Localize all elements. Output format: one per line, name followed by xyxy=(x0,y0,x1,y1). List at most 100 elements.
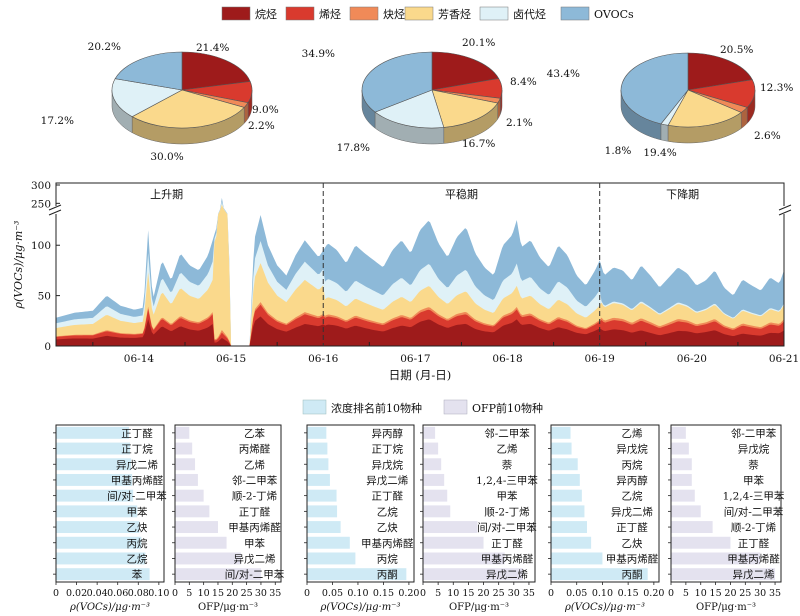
bar-category-label: 丙烷 xyxy=(622,458,643,471)
bar xyxy=(423,458,442,471)
pie-stable: 20.1% 8.4% 2.1% 16.7% 17.8% 34.9% xyxy=(302,37,537,154)
x-tick-label: 0.05 xyxy=(566,588,587,599)
bar-category-label: 苯 xyxy=(132,568,143,581)
bar-category-label: 邻-二甲苯 xyxy=(232,474,278,487)
bar-category-label: 丙酮 xyxy=(622,569,643,581)
x-tick-label: 0 xyxy=(548,588,554,599)
bar xyxy=(56,426,130,439)
bar-category-label: 正丁醛 xyxy=(372,490,404,503)
bar xyxy=(175,426,190,439)
bar xyxy=(551,458,578,471)
pie-charts: 21.4% 9.0% 2.2% 30.0% 17.2% 20.2% 20.1% 8.4% 2.1… xyxy=(41,37,794,163)
pie-slice xyxy=(431,89,499,128)
pie-value-label: 20.5% xyxy=(720,44,753,56)
pie-value-label: 21.4% xyxy=(196,42,229,54)
bar xyxy=(56,458,132,471)
x-tick-label: 06-21 xyxy=(769,353,799,365)
bar-category-label: 1,2,4-三甲苯 xyxy=(723,490,785,503)
x-tick-label: 5 xyxy=(435,588,441,599)
bar xyxy=(175,521,218,534)
bar xyxy=(56,473,133,486)
bar-category-label: 丙烷 xyxy=(377,552,398,565)
pie-slice xyxy=(114,51,183,91)
bar-category-label: 乙炔 xyxy=(377,522,398,534)
bar-category-label: 乙烷 xyxy=(127,552,148,565)
x-tick-label: 06-16 xyxy=(308,353,339,365)
bar-frame xyxy=(174,424,282,583)
bar-category-label: 乙炔 xyxy=(622,538,643,550)
bar-frame xyxy=(550,424,660,583)
axis-break-gap xyxy=(48,206,64,214)
bar-category-label: 萘 xyxy=(502,459,513,471)
pie-value-label: 16.7% xyxy=(462,138,495,150)
bar-category-label: 乙炔 xyxy=(127,522,148,534)
x-tick-label: 5 xyxy=(683,588,689,599)
bar-legend-label: 浓度排名前10物种 xyxy=(331,401,422,415)
bar-category-label: 异戊二烯 xyxy=(611,505,653,518)
y-tick-label: 250 xyxy=(31,198,51,210)
bar xyxy=(671,489,695,502)
bar xyxy=(423,521,478,534)
bar-category-label: 甲基丙烯醛 xyxy=(481,552,534,565)
x-tick-label: 06-19 xyxy=(585,353,615,365)
bar-category-label: 萘 xyxy=(748,459,759,471)
bar xyxy=(551,473,580,486)
pie-value-label: 8.4% xyxy=(510,76,537,88)
bar-category-label: 间/对-二甲苯 xyxy=(477,521,537,534)
x-tick-label: 20 xyxy=(477,588,489,599)
bar xyxy=(307,442,328,455)
bar-category-label: 甲基丙烯醛 xyxy=(228,521,281,534)
bar xyxy=(175,473,198,486)
plot-frame xyxy=(55,182,785,347)
bar xyxy=(307,458,329,471)
period-label: 平稳期 xyxy=(445,187,478,201)
bar xyxy=(56,521,140,534)
x-tick-label: 15 xyxy=(212,588,224,599)
axis-break-mark xyxy=(48,209,62,216)
bar xyxy=(423,568,523,581)
legend-swatch xyxy=(560,6,590,21)
bar xyxy=(307,473,330,486)
bar-category-label: 邻-二甲苯 xyxy=(484,427,530,440)
x-tick-label: 0.02 xyxy=(66,588,87,599)
bar-category-label: 甲苯 xyxy=(127,505,148,518)
y-tick-label: 300 xyxy=(31,180,51,192)
x-tick-label: 0.15 xyxy=(373,588,394,599)
bar xyxy=(307,552,356,565)
bar xyxy=(175,552,241,565)
x-tick-label: 06-15 xyxy=(216,353,246,365)
pie-value-label: 17.2% xyxy=(41,115,74,127)
x-tick-label: 06-14 xyxy=(124,353,155,365)
pie-value-label: 1.8% xyxy=(605,145,632,157)
pie-value-label: 43.4% xyxy=(547,68,580,80)
bar-category-label: 顺-2-丁烯 xyxy=(731,521,777,534)
period-label: 上升期 xyxy=(150,188,183,201)
bar xyxy=(56,568,150,581)
bar-frame xyxy=(306,424,415,583)
bar xyxy=(551,568,648,581)
x-tick-label: 06-18 xyxy=(492,353,522,365)
bar-category-label: 异戊烷 xyxy=(372,458,404,471)
x-axis-title: 日期 (月-日) xyxy=(389,368,452,382)
bar xyxy=(551,426,571,439)
pie-slice xyxy=(687,52,753,91)
bar-category-label: 异戊烷 xyxy=(738,443,770,456)
x-axis-title: ρ(VOCs)/μg·m⁻³ xyxy=(69,602,150,613)
bar xyxy=(307,568,407,581)
bar-category-label: 乙烯 xyxy=(244,458,265,471)
bar xyxy=(423,505,451,518)
y-tick-label: 50 xyxy=(38,291,51,303)
bar xyxy=(423,536,484,549)
legend-swatch xyxy=(349,6,379,21)
y-tick-label: 100 xyxy=(31,240,51,252)
pie-value-label: 34.9% xyxy=(302,48,335,60)
bar-category-label: 异戊二烯 xyxy=(486,568,528,581)
x-tick-label: 30 xyxy=(508,588,520,599)
x-tick-label: 0.04 xyxy=(87,588,108,599)
pie-slice xyxy=(131,89,245,129)
period-label: 下降期 xyxy=(666,187,699,201)
